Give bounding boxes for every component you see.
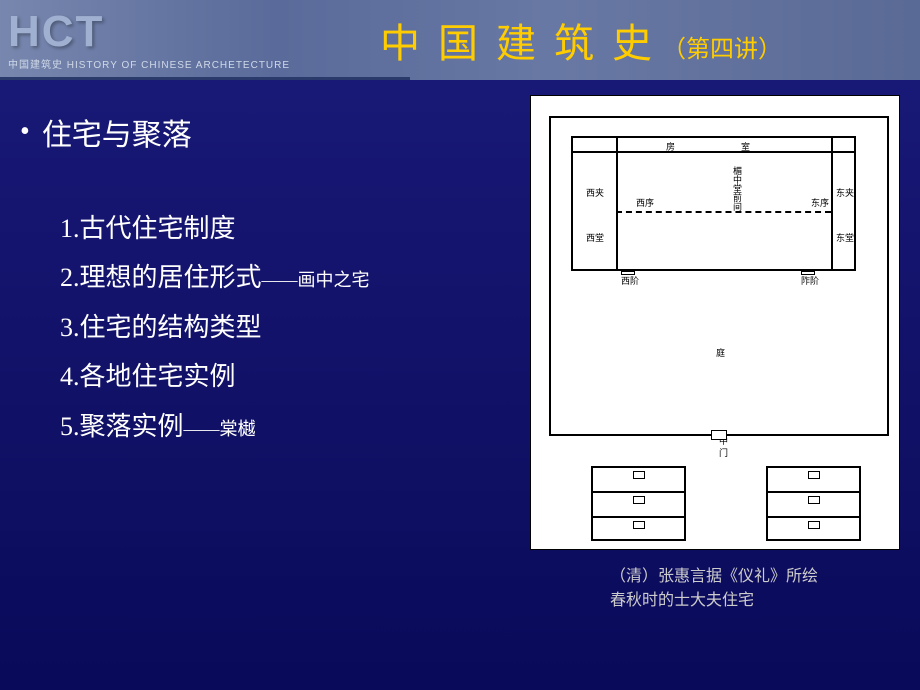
floorplan-diagram: 房室西夹西序西堂东序东夹东堂西阶阼阶庭中门楣中堂前间	[530, 95, 900, 550]
outline-list: 1.古代住宅制度 2.理想的居住形式——画中之宅 3.住宅的结构类型 4.各地住…	[20, 204, 520, 451]
list-item: 1.古代住宅制度	[60, 204, 520, 253]
figure-column: 房室西夹西序西堂东序东夹东堂西阶阼阶庭中门楣中堂前间 （清）张惠言据《仪礼》所绘…	[520, 95, 900, 613]
logo-text: HCT	[8, 10, 290, 54]
slide-title: 中国建筑史 （第四讲）	[380, 11, 782, 69]
header-underline	[0, 77, 410, 80]
list-item: 5.聚落实例——棠樾	[60, 402, 520, 451]
header-banner: HCT 中国建筑史 HISTORY OF CHINESE ARCHETECTUR…	[0, 0, 920, 80]
list-item: 2.理想的居住形式——画中之宅	[60, 253, 520, 302]
list-item: 4.各地住宅实例	[60, 352, 520, 401]
section-title: • 住宅与聚落	[20, 110, 520, 154]
text-column: • 住宅与聚落 1.古代住宅制度 2.理想的居住形式——画中之宅 3.住宅的结构…	[20, 95, 520, 613]
section-title-text: 住宅与聚落	[42, 110, 192, 154]
title-sub: （第四讲）	[662, 29, 782, 64]
figure-caption: （清）张惠言据《仪礼》所绘 春秋时的士大夫住宅	[530, 565, 900, 613]
content-area: • 住宅与聚落 1.古代住宅制度 2.理想的居住形式——画中之宅 3.住宅的结构…	[0, 80, 920, 628]
bullet-icon: •	[20, 116, 30, 148]
logo-subtitle: 中国建筑史 HISTORY OF CHINESE ARCHETECTURE	[8, 56, 290, 71]
caption-line-1: （清）张惠言据《仪礼》所绘	[610, 565, 900, 589]
list-item: 3.住宅的结构类型	[60, 303, 520, 352]
title-main: 中国建筑史	[380, 11, 670, 69]
logo-block: HCT 中国建筑史 HISTORY OF CHINESE ARCHETECTUR…	[0, 10, 290, 71]
caption-line-2: 春秋时的士大夫住宅	[610, 589, 900, 613]
